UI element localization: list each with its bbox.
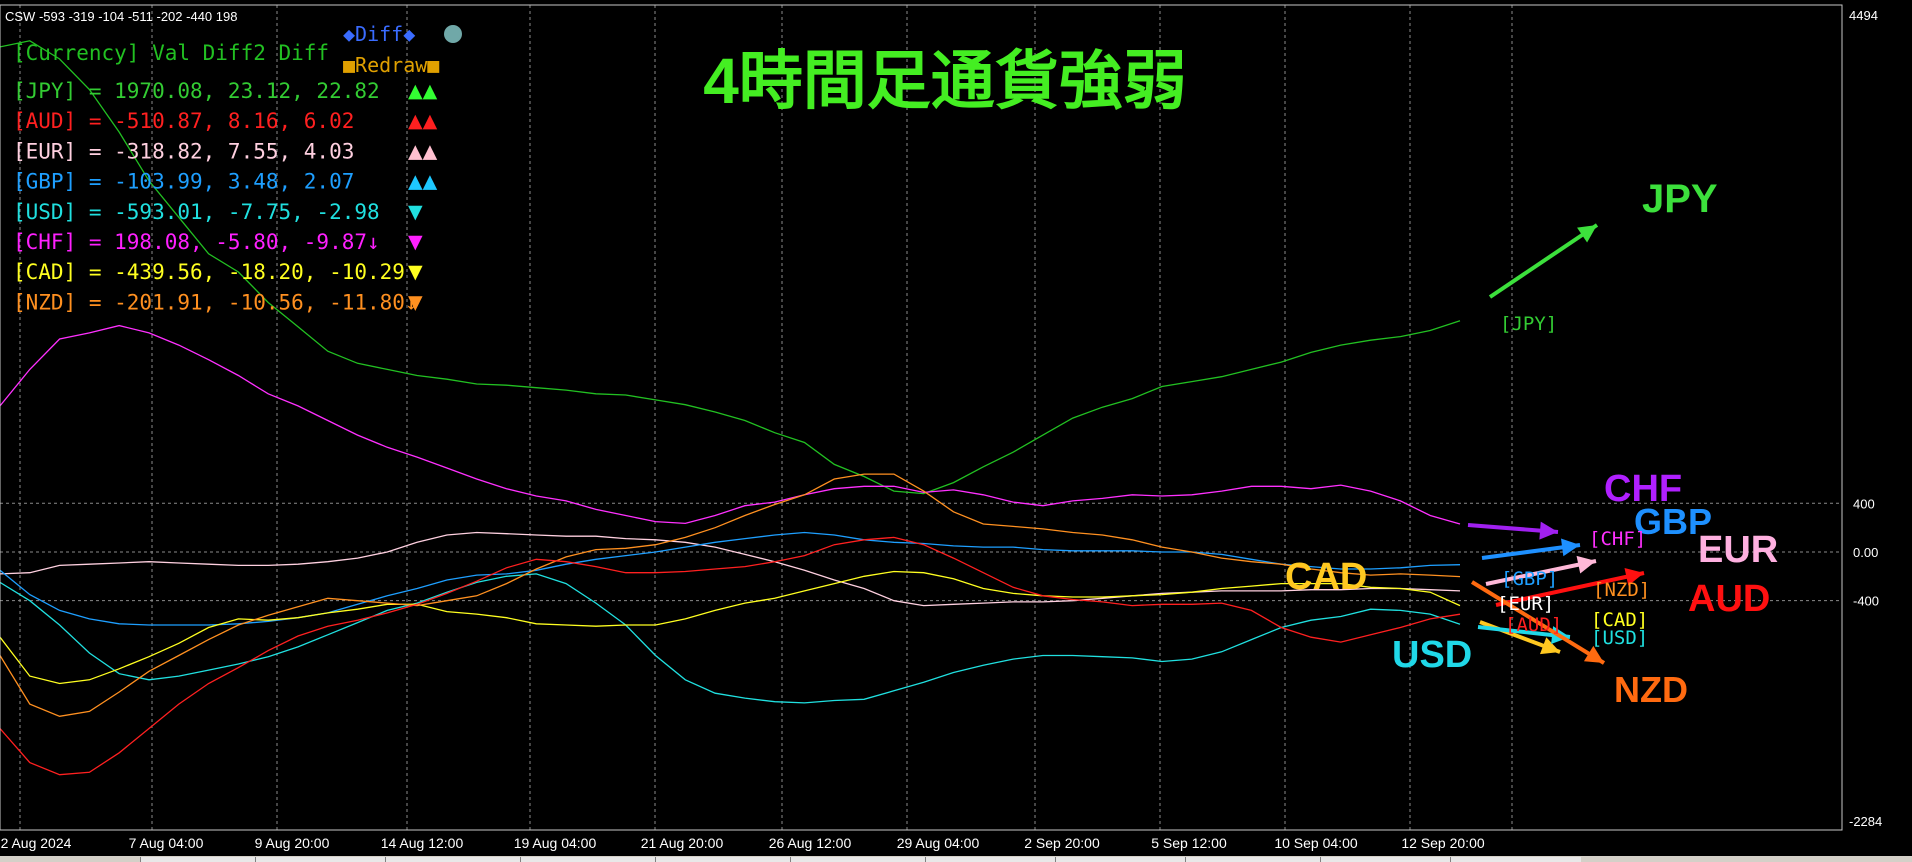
arrow-eur	[1485, 559, 1597, 586]
currency-tag: [CHF]	[1589, 528, 1646, 550]
y-tick-label: 400	[1853, 496, 1875, 511]
arrowhead-aud-icon	[1624, 568, 1644, 586]
currency-tag: [CAD]	[1591, 609, 1648, 631]
series-line-cad	[0, 570, 1461, 685]
annotation-cad: CAD	[1285, 556, 1367, 598]
currency-tags: [JPY] [CHF] [GBP] [NZD] [EUR][AUD] [CAD][USD]	[1497, 313, 1650, 649]
annotation-eur: EUR	[1698, 529, 1778, 571]
y-tick-label: -400	[1853, 594, 1879, 609]
diff-toggle[interactable]: ◆Diff◆	[343, 22, 415, 46]
x-tick-label: 5 Sep 12:00	[1151, 835, 1227, 851]
currency-tag: [GBP]	[1501, 568, 1558, 590]
arrowhead-gbp-icon	[1560, 538, 1580, 557]
x-tick-label: 2 Aug 2024	[1, 835, 72, 851]
series-line-aud	[0, 536, 1461, 776]
annotation-nzd: NZD	[1614, 669, 1688, 710]
chart-tab[interactable]	[1320, 857, 1451, 862]
currency-table: [Currency] Val Diff2 Diff [JPY] = 1970.0…	[13, 41, 438, 314]
x-tick-label: 21 Aug 20:00	[641, 835, 724, 851]
redraw-button[interactable]: ■Redraw■	[343, 53, 439, 77]
chart-tab[interactable]	[1055, 857, 1186, 862]
annotation-usd: USD	[1392, 634, 1472, 676]
series-line-nzd	[0, 473, 1461, 717]
trend-arrow-icon: ▼	[408, 201, 423, 223]
currency-row: [EUR] = -318.82, 7.55, 4.03	[13, 139, 354, 163]
chart-tab[interactable]	[385, 857, 521, 862]
trend-arrow-icon: ▼	[408, 231, 423, 253]
chart-title: 4時間足通貨強弱	[703, 45, 1187, 117]
arrow-jpy	[1488, 223, 1599, 299]
chart-tab[interactable]	[255, 857, 386, 862]
chart-tab[interactable]	[140, 857, 256, 862]
annotation-jpy: JPY	[1642, 177, 1718, 221]
table-header: [Currency] Val Diff2 Diff	[13, 41, 329, 65]
y-tick-label: 0.00	[1853, 545, 1878, 560]
currency-tag: [EUR]	[1497, 593, 1554, 615]
series-line-jpy	[0, 40, 1461, 495]
direction-arrows	[1467, 223, 1645, 665]
x-axis-labels: 2 Aug 2024 7 Aug 04:00 9 Aug 20:00 14 Aug 1…	[1, 835, 1485, 851]
y-axis-min: -2284	[1849, 814, 1882, 829]
currency-row: [CHF] = 198.08, -5.80, -9.87↓	[13, 230, 380, 254]
trend-arrow-icon: ▲▲	[408, 80, 438, 102]
x-tick-label: 2 Sep 20:00	[1024, 835, 1100, 851]
currency-row: [GBP] = -103.99, 3.48, 2.07	[13, 170, 354, 194]
chart-tab[interactable]	[925, 857, 1056, 862]
y-axis-ticks: 400 0.00 -400	[1853, 496, 1879, 608]
x-tick-label: 26 Aug 12:00	[769, 835, 852, 851]
x-tick-label: 14 Aug 12:00	[381, 835, 464, 851]
arrowhead-jpy-icon	[1577, 225, 1597, 243]
grid-lines	[0, 5, 1842, 830]
series-lines	[0, 40, 1461, 776]
currency-tag: [AUD]	[1505, 614, 1562, 636]
x-tick-label: 29 Aug 04:00	[897, 835, 980, 851]
series-line-gbp	[0, 531, 1461, 626]
arrow-aud	[1495, 571, 1645, 607]
arrowhead-nzd-icon	[1583, 645, 1604, 663]
currency-row: [AUD] = -510.87, 8.16, 6.02	[13, 109, 354, 133]
currency-row: [USD] = -593.01, -7.75, -2.98	[13, 200, 380, 224]
currency-row: [JPY] = 1970.08, 23.12, 22.82	[13, 79, 380, 103]
trend-arrow-icon: ▼	[408, 291, 423, 313]
currency-tag: [NZD]	[1593, 579, 1650, 601]
currency-row: [CAD] = -439.56, -18.20, -10.29	[13, 260, 405, 284]
arrowhead-eur-icon	[1576, 555, 1596, 574]
trend-arrow-icon: ▲▲	[408, 110, 438, 132]
chart-tab[interactable]	[790, 857, 926, 862]
currency-tag: [USD]	[1591, 627, 1648, 649]
trend-arrow-icon: ▲▲	[408, 171, 438, 193]
annotation-chf: CHF	[1604, 468, 1682, 510]
y-axis-max: 4494	[1849, 8, 1878, 23]
trend-arrow-icon: ▲▲	[408, 140, 438, 162]
series-line-eur	[0, 531, 1461, 607]
arrow-nzd	[1470, 580, 1606, 665]
annotation-aud: AUD	[1688, 578, 1770, 620]
x-tick-label: 7 Aug 04:00	[129, 835, 204, 851]
chart-tab[interactable]	[655, 857, 791, 862]
chart-tab[interactable]	[520, 857, 656, 862]
series-line-usd	[0, 573, 1461, 704]
series-line-chf	[0, 324, 1461, 525]
plot-frame	[0, 4, 1843, 831]
arrowhead-chf-icon	[1539, 521, 1558, 540]
trend-arrow-icon: ▼	[408, 261, 423, 283]
x-tick-label: 19 Aug 04:00	[514, 835, 597, 851]
x-tick-label: 12 Sep 20:00	[1401, 835, 1485, 851]
x-tick-label: 10 Sep 04:00	[1274, 835, 1358, 851]
indicator-label: CSW -593 -319 -104 -511 -202 -440 198	[5, 9, 237, 24]
status-circle-icon[interactable]	[444, 25, 462, 43]
currency-tag: [JPY]	[1500, 313, 1557, 335]
annotation-gbp: GBP	[1634, 501, 1712, 542]
currency-row: [NZD] = -201.91, -10.56, -11.80↓	[13, 290, 418, 314]
chart-tab[interactable]	[1185, 857, 1321, 862]
chart-tab[interactable]	[1450, 857, 1581, 862]
x-tick-label: 9 Aug 20:00	[255, 835, 330, 851]
arrowhead-cad-icon	[1539, 637, 1560, 655]
